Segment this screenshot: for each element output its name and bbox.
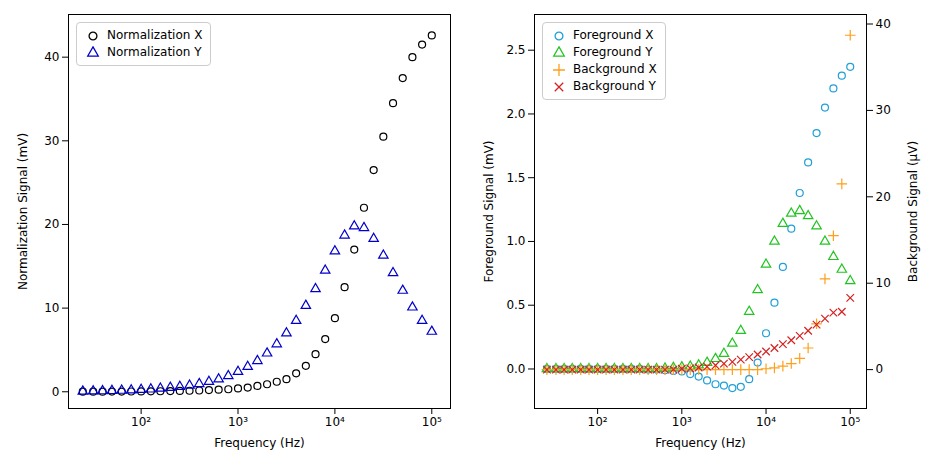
svg-text:1.5: 1.5 <box>506 171 525 185</box>
svg-text:10⁴: 10⁴ <box>756 415 776 429</box>
svg-text:Foreground Signal (mV): Foreground Signal (mV) <box>482 140 496 282</box>
svg-text:10³: 10³ <box>672 415 692 429</box>
svg-text:0: 0 <box>876 362 884 376</box>
svg-text:1.0: 1.0 <box>506 234 525 248</box>
html-text:Normalization Y: Normalization Y <box>107 45 202 59</box>
svg-text:10⁵: 10⁵ <box>422 415 442 429</box>
html-text:Foreground X: Foreground X <box>573 28 654 42</box>
svg-text:Frequency (Hz): Frequency (Hz) <box>655 436 746 450</box>
svg-text:10³: 10³ <box>228 415 248 429</box>
svg-text:2.5: 2.5 <box>506 43 525 57</box>
html-text:Foreground Y: Foreground Y <box>573 45 653 59</box>
svg-text:10⁴: 10⁴ <box>325 415 345 429</box>
svg-text:10²: 10² <box>588 415 608 429</box>
html-text:Normalization X: Normalization X <box>107 28 203 42</box>
html-text:Background X: Background X <box>573 62 657 76</box>
svg-text:Normalization Signal (mV): Normalization Signal (mV) <box>16 133 30 290</box>
svg-text:2.0: 2.0 <box>506 107 525 121</box>
svg-text:40: 40 <box>876 17 891 31</box>
svg-text:0.5: 0.5 <box>506 298 525 312</box>
svg-text:10: 10 <box>44 301 59 315</box>
svg-text:Frequency (Hz): Frequency (Hz) <box>214 436 305 450</box>
svg-text:30: 30 <box>876 103 891 117</box>
svg-text:20: 20 <box>44 217 59 231</box>
svg-text:10: 10 <box>876 276 891 290</box>
svg-text:0.0: 0.0 <box>506 362 525 376</box>
svg-text:10²: 10² <box>131 415 151 429</box>
svg-text:10⁵: 10⁵ <box>840 415 860 429</box>
svg-text:40: 40 <box>44 50 59 64</box>
svg-text:Background Signal (μV): Background Signal (μV) <box>906 141 920 282</box>
svg-text:30: 30 <box>44 134 59 148</box>
svg-text:20: 20 <box>876 190 891 204</box>
html-text:Background Y: Background Y <box>573 79 656 93</box>
svg-text:0: 0 <box>52 385 60 399</box>
